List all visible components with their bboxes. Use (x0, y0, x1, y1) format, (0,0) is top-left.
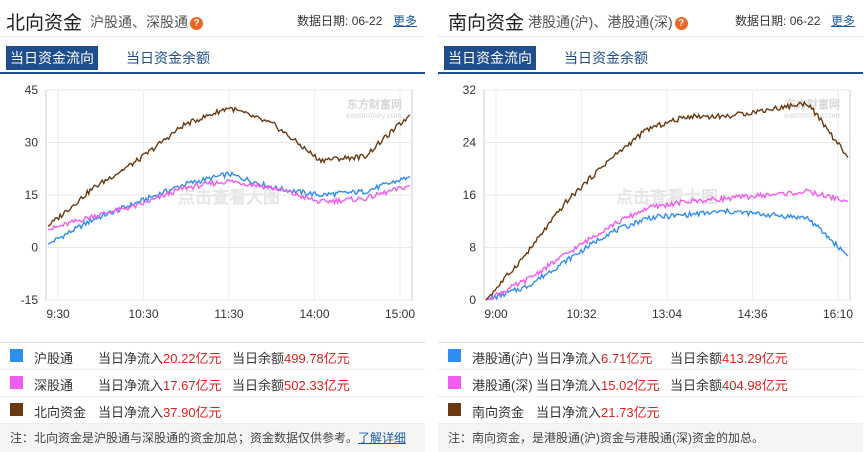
footnote: 注：南向资金，是港股通(沪)资金与港股通(深)资金的加总。 (438, 424, 863, 452)
y-tick-label: 8 (469, 241, 476, 255)
flow-label: 当日净流入 (536, 378, 601, 393)
legend-name: 深股通 (34, 375, 73, 394)
legend-row: 南向资金 当日净流入21.73亿元 (438, 397, 863, 424)
y-tick-label: 16 (463, 188, 477, 202)
legend-swatch (10, 376, 23, 389)
y-tick-label: 32 (463, 83, 477, 97)
footnote-text: 注：北向资金是沪股通与深股通的资金加总；资金数据仅供参考。 (10, 431, 358, 445)
tab-daily-balance[interactable]: 当日资金余额 (122, 46, 214, 70)
legend-row: 沪股通 当日净流入20.22亿元 当日余额499.78亿元 (0, 343, 425, 370)
chart-tabs: 当日资金流向 当日资金余额 (438, 44, 863, 74)
legend-swatch (448, 349, 461, 362)
y-tick-label: 24 (463, 136, 477, 150)
y-tick-label: 45 (25, 83, 39, 97)
help-icon[interactable]: ? (675, 17, 688, 30)
brand-logo-sub: eastmoney.com (346, 111, 402, 120)
flow-value: 20.22亿元 (163, 351, 222, 366)
legend-name: 北向资金 (34, 402, 86, 421)
x-tick-label: 15:00 (385, 307, 415, 321)
legend-row: 港股通(沪) 当日净流入6.71亿元 当日余额413.29亿元 (438, 343, 863, 370)
x-tick-label: 9:30 (46, 307, 70, 321)
flow-label: 当日净流入 (98, 405, 163, 420)
help-icon[interactable]: ? (190, 17, 203, 30)
flow-value: 15.02亿元 (601, 378, 660, 393)
northbound-chart[interactable]: 45 30 15 0 -15 9:30 10:30 11:30 14:00 15:00 点击查看大图… (0, 80, 425, 330)
chart-legend: 沪股通 当日净流入20.22亿元 当日余额499.78亿元 深股通 当日净流入1… (0, 342, 425, 424)
balance-value: 499.78亿元 (284, 351, 350, 366)
balance-value: 413.29亿元 (722, 351, 788, 366)
x-tick-label: 9:00 (484, 307, 508, 321)
legend-name: 沪股通 (34, 348, 73, 367)
legend-name: 南向资金 (472, 402, 524, 421)
southbound-panel: 南向资金 港股通(沪)、港股通(深)? 数据日期: 06-22 更多 当日资金流… (438, 0, 863, 452)
legend-swatch (10, 349, 23, 362)
balance-label: 当日余额 (232, 378, 284, 393)
brand-logo: 东方财富网 (347, 97, 402, 111)
legend-swatch (448, 403, 461, 416)
legend-swatch (10, 403, 23, 416)
legend-row: 深股通 当日净流入17.67亿元 当日余额502.33亿元 (0, 370, 425, 397)
date-value: 06-22 (790, 14, 821, 28)
balance-value: 502.33亿元 (284, 378, 350, 393)
chart-tabs: 当日资金流向 当日资金余额 (0, 44, 425, 74)
y-tick-label: 15 (25, 188, 39, 202)
flow-value: 21.73亿元 (601, 405, 660, 420)
learn-more-link[interactable]: 了解详细 (358, 431, 406, 445)
brand-logo-sub: eastmoney.com (784, 111, 840, 120)
y-tick-label: 0 (31, 241, 38, 255)
flow-label: 当日净流入 (98, 351, 163, 366)
x-tick-label: 16:10 (823, 307, 853, 321)
chart-legend: 港股通(沪) 当日净流入6.71亿元 当日余额413.29亿元 港股通(深) 当… (438, 342, 863, 424)
balance-label: 当日余额 (670, 351, 722, 366)
tab-daily-flow[interactable]: 当日资金流向 (444, 46, 536, 70)
x-tick-label: 10:32 (566, 307, 596, 321)
panel-title: 南向资金 (448, 8, 524, 35)
flow-label: 当日净流入 (536, 351, 601, 366)
y-tick-label: 30 (25, 136, 39, 150)
legend-row: 北向资金 当日净流入37.90亿元 (0, 397, 425, 424)
balance-label: 当日余额 (232, 351, 284, 366)
x-tick-label: 13:04 (652, 307, 682, 321)
date-value: 06-22 (352, 14, 383, 28)
legend-row: 港股通(深) 当日净流入15.02亿元 当日余额404.98亿元 (438, 370, 863, 397)
date-label: 数据日期: (297, 14, 348, 28)
panel-header: 北向资金 沪股通、深股通? 数据日期: 06-22 更多 (0, 0, 425, 37)
x-tick-label: 11:30 (214, 307, 243, 321)
more-link[interactable]: 更多 (831, 12, 855, 29)
panel-header: 南向资金 港股通(沪)、港股通(深)? 数据日期: 06-22 更多 (438, 0, 863, 37)
tab-daily-balance[interactable]: 当日资金余额 (560, 46, 652, 70)
flow-value: 37.90亿元 (163, 405, 222, 420)
x-tick-label: 14:00 (299, 307, 329, 321)
legend-swatch (448, 376, 461, 389)
y-tick-label: 0 (469, 293, 476, 307)
tab-daily-flow[interactable]: 当日资金流向 (6, 46, 98, 70)
x-tick-label: 10:30 (128, 307, 158, 321)
balance-label: 当日余额 (670, 378, 722, 393)
panel-subtitle: 沪股通、深股通 (90, 14, 188, 30)
legend-name: 港股通(深) (472, 375, 533, 394)
footnote-text: 注：南向资金，是港股通(沪)资金与港股通(深)资金的加总。 (448, 431, 764, 445)
y-tick-label: -15 (21, 293, 39, 307)
watermark-text: 点击查看大图 (178, 187, 280, 207)
flow-label: 当日净流入 (536, 405, 601, 420)
panel-subtitle: 港股通(沪)、港股通(深) (528, 14, 673, 30)
more-link[interactable]: 更多 (393, 12, 417, 29)
panel-title: 北向资金 (6, 8, 82, 35)
flow-value: 6.71亿元 (601, 351, 652, 366)
balance-value: 404.98亿元 (722, 378, 788, 393)
flow-value: 17.67亿元 (163, 378, 222, 393)
northbound-panel: 北向资金 沪股通、深股通? 数据日期: 06-22 更多 当日资金流向 当日资金… (0, 0, 425, 452)
flow-label: 当日净流入 (98, 378, 163, 393)
x-tick-label: 14:36 (737, 307, 767, 321)
footnote: 注：北向资金是沪股通与深股通的资金加总；资金数据仅供参考。了解详细 (0, 424, 425, 452)
legend-name: 港股通(沪) (472, 348, 533, 367)
date-label: 数据日期: (735, 14, 786, 28)
